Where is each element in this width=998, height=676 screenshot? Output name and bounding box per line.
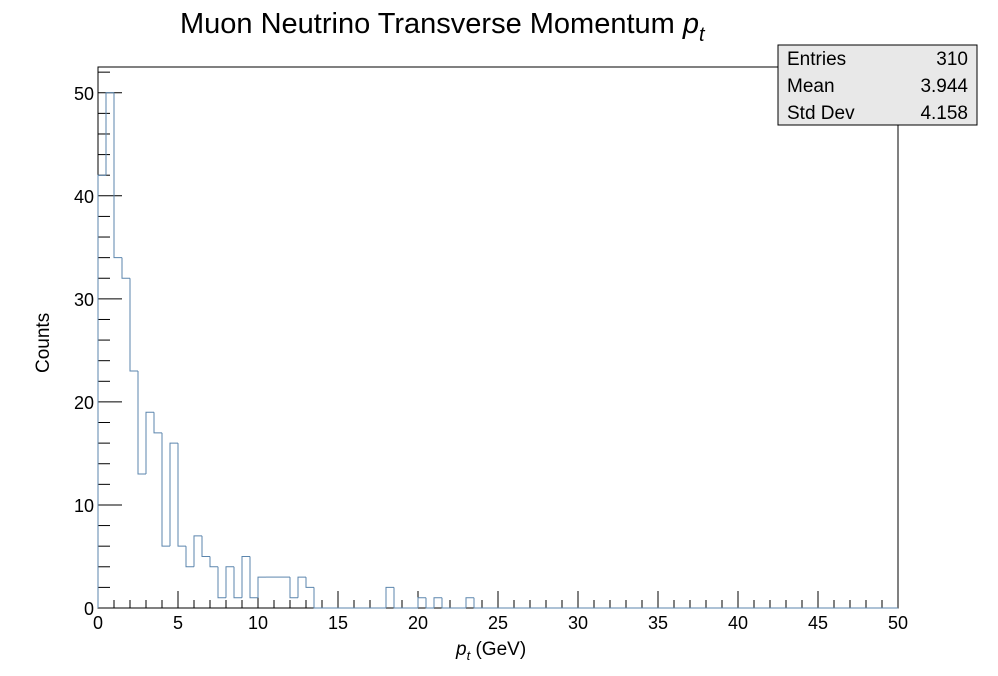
histogram-bin: [225, 566, 234, 598]
histogram-series: [97, 92, 898, 609]
stats-mean-value: 3.944: [920, 76, 968, 97]
histogram-bin: [137, 370, 146, 475]
x-axis-title: pt (GeV): [455, 639, 526, 663]
y-tick-label: 30: [74, 290, 94, 310]
histogram-bin: [313, 587, 322, 609]
x-tick-label: 0: [93, 613, 103, 633]
histogram-bin: [169, 442, 178, 547]
y-tick-label: 40: [74, 187, 94, 207]
x-tick-label: 45: [808, 613, 828, 633]
plot-frame: [97, 66, 899, 609]
histogram-bin: [393, 587, 402, 609]
stats-entries-value: 310: [936, 49, 968, 70]
histogram-bin: [97, 174, 106, 608]
histogram-bin: [161, 432, 170, 547]
histogram-bin: [209, 556, 218, 568]
stats-mean-label: Mean: [787, 76, 835, 97]
histogram-bin: [289, 577, 298, 599]
histogram-bin: [433, 597, 442, 608]
histogram-bin: [417, 597, 426, 608]
chart-title: Muon Neutrino Transverse Momentum pt: [180, 8, 706, 46]
histogram-bin: [113, 92, 122, 259]
histogram-bin: [465, 597, 474, 608]
histogram-bin: [177, 443, 186, 547]
y-tick-label: 0: [84, 599, 94, 619]
histogram-bin: [257, 576, 266, 598]
stats-stddev-value: 4.158: [920, 103, 968, 124]
histogram-bin: [185, 546, 194, 568]
histogram-bin: [217, 566, 226, 599]
histogram-bin: [425, 597, 434, 609]
y-axis-title: Counts: [33, 313, 54, 373]
x-tick-labels: 0 5 10 15 20 25 30 35 40 45 50: [93, 613, 908, 633]
y-tick-labels: 0 10 20 30 40 50: [74, 84, 94, 619]
histogram-bin: [145, 411, 154, 475]
y-tick-label: 20: [74, 393, 94, 413]
histogram-bin: [305, 577, 314, 588]
histogram-bin: [121, 257, 130, 279]
stats-box: Entries 310 Mean 3.944 Std Dev 4.158: [777, 44, 978, 126]
x-tick-label: 15: [328, 613, 348, 633]
histogram-bin: [441, 597, 450, 609]
histogram-bin: [153, 412, 162, 434]
histogram-bin: [473, 597, 482, 609]
y-axis: [98, 71, 122, 609]
histogram-bin: [105, 92, 114, 176]
y-tick-label: 10: [74, 496, 94, 516]
histogram-bin: [129, 278, 138, 372]
x-tick-label: 30: [568, 613, 588, 633]
x-tick-label: 50: [888, 613, 908, 633]
histogram-bin: [297, 576, 306, 598]
y-tick-label: 50: [74, 84, 94, 104]
histogram-bin: [385, 586, 394, 608]
x-tick-label: 40: [728, 613, 748, 633]
histogram-bin: [201, 535, 210, 557]
x-tick-label: 35: [648, 613, 668, 633]
stats-entries-label: Entries: [787, 49, 846, 70]
x-tick-label: 20: [408, 613, 428, 633]
histogram-bin: [249, 556, 258, 599]
x-tick-label: 25: [488, 613, 508, 633]
x-tick-label: 5: [173, 613, 183, 633]
histogram-bin: [193, 535, 202, 567]
x-axis: [97, 591, 899, 608]
x-tick-label: 10: [248, 613, 268, 633]
histogram-bin: [241, 555, 250, 598]
stats-box-frame: [777, 44, 978, 126]
stats-stddev-label: Std Dev: [787, 103, 855, 124]
histogram-bin: [233, 566, 242, 599]
